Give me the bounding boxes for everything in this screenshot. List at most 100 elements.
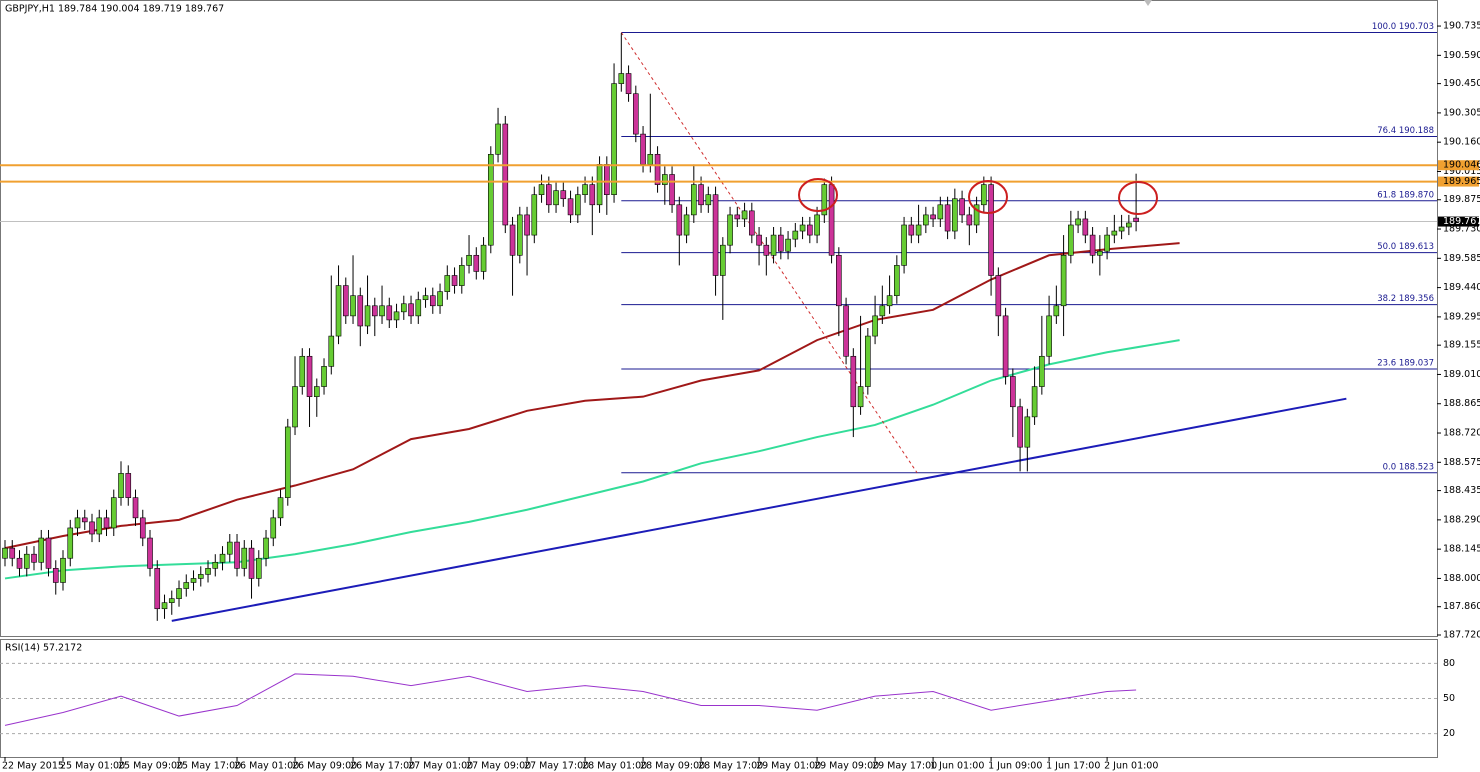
candle-body [516, 214, 523, 256]
candle-body [640, 133, 646, 165]
y-tick-label: 189.440 [1443, 282, 1480, 293]
candle-body [662, 174, 668, 185]
candle-body [727, 214, 733, 246]
candle-body [589, 184, 596, 206]
candle-body [9, 547, 16, 559]
candle-body [205, 568, 211, 575]
candle-body [393, 311, 400, 321]
x-tick-label: 26 May 09:00 [292, 761, 357, 772]
candle-body [1017, 406, 1023, 448]
current-price-label: 189.767 [1443, 216, 1480, 227]
x-tick-label: 27 May 01:00 [408, 761, 473, 772]
candle-body [1002, 315, 1009, 377]
candle-body [857, 386, 864, 408]
candle-body [1010, 376, 1016, 408]
x-tick-label: 1 Jun 01:00 [930, 761, 984, 772]
candle-body [241, 547, 248, 569]
y-tick-label: 188.865 [1443, 398, 1480, 409]
candle-body [306, 355, 313, 397]
candle-body [596, 164, 603, 206]
candle-body [248, 547, 255, 579]
y-tick-label: 189.010 [1443, 369, 1480, 380]
candle-body [712, 194, 719, 276]
candle-body [74, 517, 81, 529]
candle-body [930, 214, 936, 220]
candle-body [371, 305, 378, 317]
rsi-title: RSI(14) 57.2172 [5, 643, 82, 654]
candle-body [45, 537, 52, 569]
candle-body [625, 73, 632, 95]
candle-body [531, 194, 538, 236]
candle-body [908, 224, 915, 236]
candle-body [792, 230, 799, 240]
y-tick-label: 188.575 [1443, 457, 1480, 468]
fib-label: 76.4 190.188 [1377, 126, 1434, 136]
candle-body [364, 305, 371, 327]
candle-body [894, 265, 900, 296]
candle-body [865, 335, 871, 387]
fib-label: 50.0 189.613 [1377, 242, 1434, 252]
candle-body [814, 214, 820, 236]
rsi-line [4, 673, 1137, 726]
candle-body [1060, 254, 1067, 307]
candle-body [560, 190, 567, 200]
y-tick-label: 20 [1443, 728, 1455, 739]
candle-body [988, 184, 994, 276]
candle-body [444, 275, 451, 292]
y-tick-label: 189.730 [1443, 224, 1480, 235]
fib-label: 100.0 190.703 [1372, 22, 1434, 32]
candle-body [89, 521, 95, 535]
candle-body [966, 214, 973, 226]
trendline [171, 397, 1347, 622]
y-tick-label: 188.435 [1443, 485, 1480, 496]
candle-body [429, 295, 436, 307]
y-tick-label: 190.735 [1443, 21, 1480, 32]
candle-body [1097, 250, 1103, 256]
candle-body [553, 190, 559, 206]
candle-body [408, 303, 414, 317]
x-tick-label: 22 May 2015 [2, 761, 64, 772]
y-tick-label: 50 [1443, 693, 1455, 704]
candle-body [219, 553, 226, 563]
candle-body [212, 561, 219, 569]
candle-body [226, 541, 233, 555]
candle-body [850, 355, 857, 408]
x-tick-label: 28 May 17:00 [698, 761, 763, 772]
x-tick-label: 29 May 17:00 [872, 761, 937, 772]
candle-body [190, 578, 197, 583]
candle-body [538, 184, 545, 195]
candle-body [451, 275, 458, 286]
x-tick-label: 25 May 17:00 [176, 761, 241, 772]
candle-body [741, 210, 748, 220]
candle-body [1104, 234, 1110, 252]
y-tick-label: 187.860 [1443, 601, 1480, 612]
candle-body [437, 291, 443, 307]
candle-body [691, 184, 697, 216]
x-tick-label: 25 May 01:00 [60, 761, 125, 772]
candle-body [379, 305, 385, 317]
candle-body [785, 238, 791, 252]
candle-body [901, 224, 907, 266]
moving-average [4, 339, 1180, 580]
candle-body [67, 527, 74, 559]
candle-body [132, 497, 139, 519]
moving-average [4, 242, 1180, 550]
candle-body [1053, 305, 1060, 317]
candle-body [480, 244, 487, 272]
candle-body [952, 198, 958, 232]
y-tick-label: 187.720 [1443, 629, 1480, 640]
candle-body [524, 214, 530, 236]
candle-body [915, 224, 922, 236]
candle-body [604, 164, 610, 195]
candle-body [1046, 315, 1052, 357]
candle-body [509, 224, 516, 256]
candle-body [807, 224, 813, 236]
candle-body [886, 295, 893, 307]
x-tick-label: 1 Jun 17:00 [1046, 761, 1100, 772]
candle-body [843, 305, 849, 357]
candle-body [400, 303, 407, 313]
candle-body [487, 154, 494, 246]
candle-body [147, 537, 153, 569]
fib-label: 23.6 189.037 [1377, 358, 1434, 368]
candle-body [313, 386, 320, 397]
